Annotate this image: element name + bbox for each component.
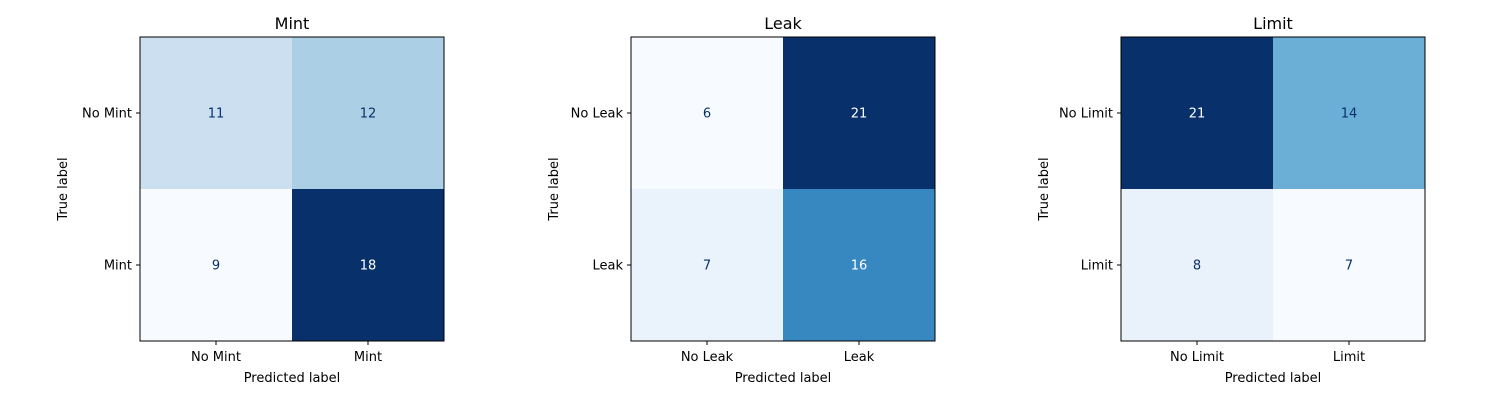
plot-frame bbox=[630, 36, 936, 342]
chart-title: Leak bbox=[764, 14, 802, 33]
cell-value-label: 21 bbox=[851, 107, 868, 122]
x-axis-label: Predicted label bbox=[244, 371, 341, 386]
heatmap-cell bbox=[1273, 189, 1426, 342]
confusion-matrix-1: 6 21 7 16 No Leak Leak No Leak Leak Leak Predicte… bbox=[547, 14, 936, 386]
heatmap-cell bbox=[140, 189, 293, 342]
x-tick-label: No Leak bbox=[681, 350, 734, 365]
confusion-matrix-2: 21 14 8 7 No Limit Limit No Limit Limit Limit Pre… bbox=[1037, 14, 1426, 386]
chart-title: Mint bbox=[275, 14, 310, 33]
confusion-matrix-0: 11 12 9 18 No Mint Mint No Mint Mint Mint Predict… bbox=[56, 14, 445, 386]
y-tick-label: No Mint bbox=[82, 107, 132, 122]
y-tick-label: Leak bbox=[592, 259, 623, 274]
y-tick-label: Mint bbox=[104, 259, 132, 274]
heatmap-cell bbox=[783, 37, 936, 190]
heatmap-cell bbox=[631, 189, 784, 342]
heatmap-cell bbox=[1121, 37, 1274, 190]
x-tick-label: No Limit bbox=[1170, 350, 1224, 365]
x-tick-label: Leak bbox=[844, 350, 875, 365]
chart-title: Limit bbox=[1253, 14, 1293, 33]
cell-value-label: 16 bbox=[851, 259, 868, 274]
heatmap-cell bbox=[631, 37, 784, 190]
cell-value-label: 6 bbox=[703, 107, 711, 122]
cell-value-label: 11 bbox=[208, 107, 225, 122]
cell-value-label: 7 bbox=[1345, 259, 1353, 274]
x-tick-label: Mint bbox=[354, 350, 382, 365]
heatmap-cell bbox=[1273, 37, 1426, 190]
y-tick-label: No Limit bbox=[1059, 107, 1113, 122]
cell-value-label: 8 bbox=[1193, 259, 1201, 274]
x-tick-label: No Mint bbox=[191, 350, 241, 365]
cell-value-label: 7 bbox=[703, 259, 711, 274]
heatmap-cell bbox=[783, 189, 936, 342]
cell-value-label: 12 bbox=[360, 107, 377, 122]
cell-value-label: 14 bbox=[1341, 107, 1358, 122]
heatmap-cell bbox=[292, 37, 445, 190]
plot-frame bbox=[1120, 36, 1426, 342]
plot-frame bbox=[139, 36, 445, 342]
y-axis-label: True label bbox=[547, 157, 562, 221]
heatmap-cell bbox=[140, 37, 293, 190]
x-axis-label: Predicted label bbox=[1225, 371, 1322, 386]
cell-value-label: 9 bbox=[212, 259, 220, 274]
cell-value-label: 21 bbox=[1189, 107, 1206, 122]
heatmap-cell bbox=[292, 189, 445, 342]
y-tick-label: No Leak bbox=[571, 107, 624, 122]
y-tick-label: Limit bbox=[1081, 259, 1113, 274]
y-axis-label: True label bbox=[1037, 157, 1052, 221]
y-axis-label: True label bbox=[56, 157, 71, 221]
cell-value-label: 18 bbox=[360, 259, 377, 274]
heatmap-cell bbox=[1121, 189, 1274, 342]
x-axis-label: Predicted label bbox=[735, 371, 832, 386]
x-tick-label: Limit bbox=[1333, 350, 1365, 365]
